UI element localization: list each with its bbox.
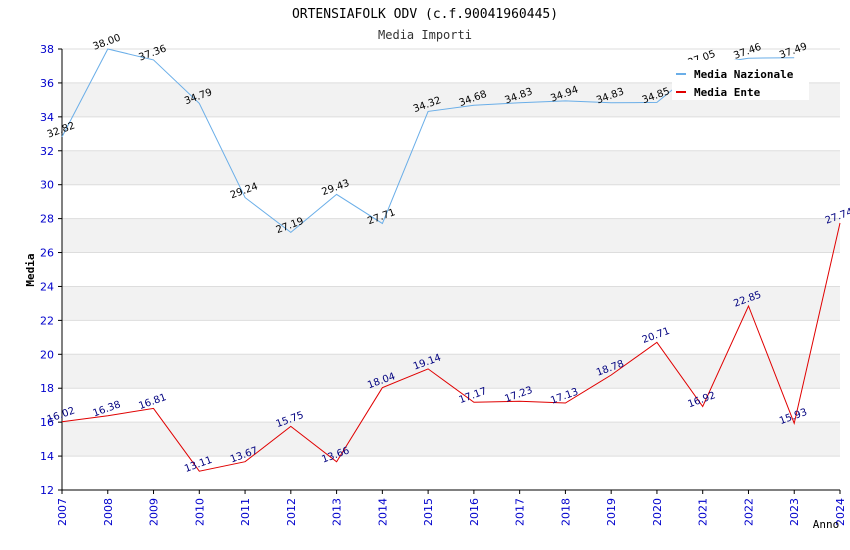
legend-entry: Media Nazionale: [694, 68, 794, 81]
y-tick-label: 32: [40, 145, 54, 158]
y-tick-label: 28: [40, 213, 54, 226]
x-tick-label: 2022: [742, 498, 755, 526]
x-tick-label: 2019: [605, 498, 618, 526]
y-tick-label: 24: [40, 280, 54, 293]
series-line-media-ente: [61, 222, 841, 472]
chart-subtitle: Media Importi: [378, 28, 472, 42]
x-tick-label: 2007: [56, 498, 69, 526]
y-tick-label: 12: [40, 484, 54, 497]
x-tick-label: 2011: [239, 498, 252, 526]
x-tick-label: 2015: [422, 498, 435, 526]
y-tick-label: 18: [40, 382, 54, 395]
y-tick-label: 26: [40, 247, 54, 260]
x-tick-label: 2010: [193, 498, 206, 526]
x-tick-label: 2017: [514, 498, 527, 526]
x-axis-label: Anno: [813, 518, 840, 531]
y-axis-label: Media: [24, 253, 37, 286]
y-tick-label: 30: [40, 179, 54, 192]
y-tick-label: 14: [40, 450, 54, 463]
grid-band: [62, 150, 840, 185]
x-tick-label: 2021: [697, 498, 710, 526]
grid-band: [62, 286, 840, 321]
x-tick-label: 2018: [559, 498, 572, 526]
y-tick-label: 36: [40, 77, 54, 90]
x-tick-label: 2012: [285, 498, 298, 526]
legend-box: [672, 60, 809, 100]
x-tick-label: 2016: [468, 498, 481, 526]
x-tick-label: 2024: [834, 498, 847, 526]
grid-band: [62, 218, 840, 253]
x-tick-label: 2014: [376, 498, 389, 526]
y-tick-label: 20: [40, 348, 54, 361]
x-tick-label: 2020: [651, 498, 664, 526]
chart-title: ORTENSIAFOLK ODV (c.f.90041960445): [292, 7, 558, 22]
x-tick-label: 2008: [102, 498, 115, 526]
x-tick-label: 2013: [331, 498, 344, 526]
y-tick-label: 34: [40, 111, 54, 124]
y-tick-label: 38: [40, 43, 54, 56]
legend-entry: Media Ente: [694, 86, 761, 99]
y-tick-label: 16: [40, 416, 54, 429]
x-tick-label: 2009: [148, 498, 161, 526]
y-tick-label: 22: [40, 314, 54, 327]
x-tick-label: 2023: [788, 498, 801, 526]
grid-band: [62, 354, 840, 389]
grid-band: [62, 422, 840, 457]
plot-area: [62, 49, 840, 490]
